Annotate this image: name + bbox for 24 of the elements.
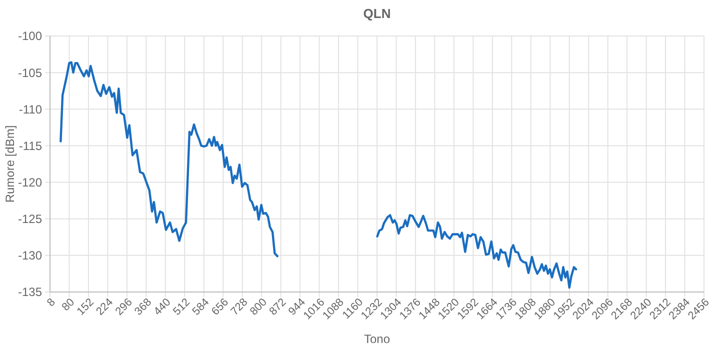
y-tick-label: -120: [18, 175, 42, 190]
y-tick-label: -130: [18, 248, 42, 263]
x-axis-title: Tono: [364, 332, 390, 346]
y-tick-label: -105: [18, 66, 42, 80]
y-axis-title: Rumore [dBm]: [3, 125, 17, 203]
y-tick-label: -110: [18, 102, 42, 116]
x-tick-label: 512: [171, 296, 192, 318]
x-tick-label: 656: [209, 296, 231, 318]
x-tick-label: 80: [60, 296, 78, 314]
x-tick-label: 8: [45, 296, 58, 310]
y-tick-label: -100: [18, 29, 42, 44]
x-tick-label: 368: [132, 296, 154, 318]
x-tick-label: 152: [74, 296, 96, 318]
y-tick-label: -135: [18, 285, 42, 300]
x-tick-label: 872: [267, 296, 289, 318]
x-tick-label: 728: [228, 296, 250, 318]
chart-title: QLN: [363, 6, 391, 21]
x-tick-label: 584: [190, 296, 212, 318]
y-tick-label: -125: [18, 212, 42, 226]
x-tick-label: 224: [94, 296, 116, 318]
y-tick-label: -115: [18, 138, 42, 153]
x-tick-label: 440: [152, 296, 174, 318]
x-tick-label: 296: [113, 296, 135, 318]
x-tick-label: 800: [248, 296, 270, 318]
